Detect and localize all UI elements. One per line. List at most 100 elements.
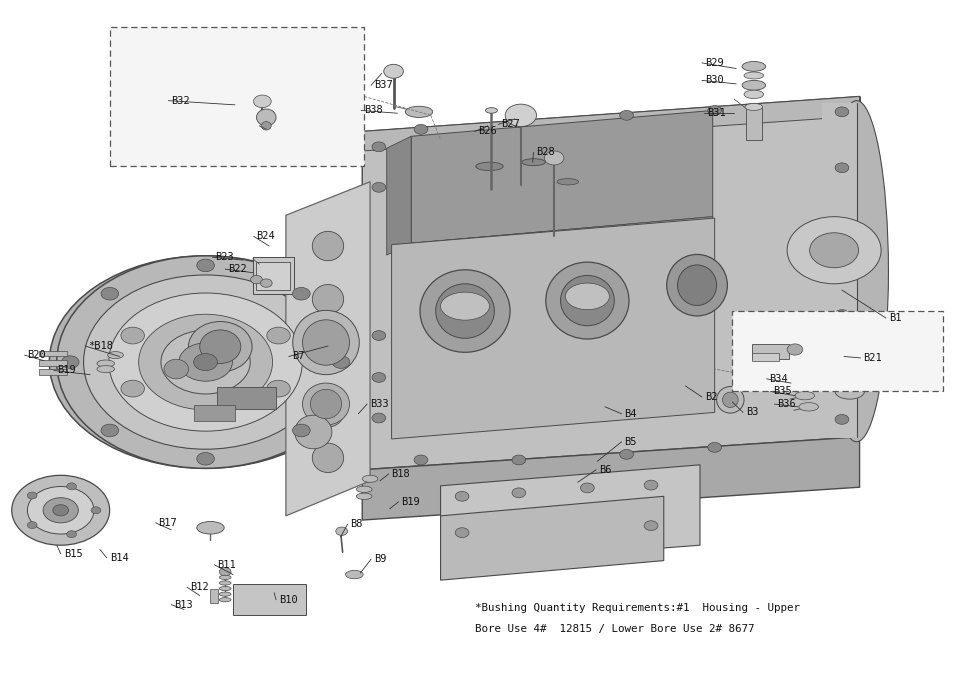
Circle shape bbox=[455, 491, 468, 501]
Text: B11: B11 bbox=[217, 560, 236, 570]
Circle shape bbox=[67, 483, 76, 490]
Circle shape bbox=[83, 275, 328, 449]
Circle shape bbox=[414, 124, 427, 134]
Bar bbox=[217, 387, 276, 409]
Text: B5: B5 bbox=[624, 437, 637, 447]
Text: B28: B28 bbox=[536, 147, 555, 157]
Ellipse shape bbox=[794, 391, 814, 400]
Ellipse shape bbox=[312, 342, 343, 371]
Ellipse shape bbox=[312, 443, 343, 473]
Circle shape bbox=[197, 259, 214, 272]
Text: B37: B37 bbox=[374, 80, 392, 90]
Text: *Bushing Quantity Requirements:#1  Housing - Upper: *Bushing Quantity Requirements:#1 Housin… bbox=[474, 603, 799, 612]
Circle shape bbox=[253, 95, 271, 108]
Bar bbox=[210, 589, 218, 603]
Circle shape bbox=[834, 163, 848, 173]
Ellipse shape bbox=[420, 270, 510, 352]
Polygon shape bbox=[362, 96, 859, 470]
Circle shape bbox=[53, 505, 68, 516]
Circle shape bbox=[786, 217, 880, 284]
Ellipse shape bbox=[521, 159, 545, 166]
Ellipse shape bbox=[197, 521, 224, 534]
Circle shape bbox=[219, 568, 231, 576]
Ellipse shape bbox=[744, 103, 762, 110]
Text: B29: B29 bbox=[704, 58, 723, 68]
Text: B31: B31 bbox=[706, 108, 725, 118]
Circle shape bbox=[139, 315, 272, 410]
Ellipse shape bbox=[108, 352, 123, 359]
Ellipse shape bbox=[475, 162, 503, 171]
Circle shape bbox=[707, 442, 721, 452]
Circle shape bbox=[292, 287, 310, 300]
Text: B6: B6 bbox=[599, 465, 611, 475]
Text: B2: B2 bbox=[704, 392, 717, 402]
Ellipse shape bbox=[485, 108, 497, 113]
Text: B22: B22 bbox=[228, 264, 246, 274]
Text: B26: B26 bbox=[477, 127, 496, 136]
Text: B27: B27 bbox=[501, 120, 519, 129]
Circle shape bbox=[372, 373, 385, 382]
FancyBboxPatch shape bbox=[110, 27, 364, 166]
Text: B4: B4 bbox=[624, 409, 637, 419]
Circle shape bbox=[12, 475, 110, 545]
Circle shape bbox=[455, 528, 468, 538]
Circle shape bbox=[834, 310, 848, 319]
Text: B32: B32 bbox=[171, 96, 190, 106]
Ellipse shape bbox=[743, 72, 763, 79]
Bar bbox=[751, 344, 788, 359]
Ellipse shape bbox=[345, 570, 363, 579]
Circle shape bbox=[250, 275, 262, 284]
Polygon shape bbox=[386, 136, 411, 255]
Bar bbox=[822, 103, 857, 438]
Text: B14: B14 bbox=[110, 553, 128, 563]
Circle shape bbox=[619, 110, 633, 120]
Bar bbox=[256, 262, 289, 290]
Text: B33: B33 bbox=[370, 399, 388, 409]
Ellipse shape bbox=[741, 62, 765, 71]
Bar bbox=[39, 369, 67, 375]
Circle shape bbox=[644, 521, 657, 531]
Circle shape bbox=[812, 334, 855, 365]
Text: Bore Use 4#  12815 / Lower Bore Use 2# 8677: Bore Use 4# 12815 / Lower Bore Use 2# 86… bbox=[474, 624, 753, 633]
Circle shape bbox=[511, 117, 525, 127]
Circle shape bbox=[27, 521, 37, 528]
Text: B1: B1 bbox=[888, 313, 901, 323]
Ellipse shape bbox=[312, 284, 343, 314]
Circle shape bbox=[101, 287, 118, 300]
Circle shape bbox=[505, 104, 536, 127]
Circle shape bbox=[260, 279, 272, 287]
Ellipse shape bbox=[219, 581, 231, 585]
Text: B18: B18 bbox=[391, 469, 410, 479]
Circle shape bbox=[43, 498, 78, 523]
Polygon shape bbox=[411, 110, 712, 243]
Ellipse shape bbox=[188, 322, 251, 372]
Ellipse shape bbox=[362, 475, 378, 482]
Circle shape bbox=[57, 256, 354, 468]
Text: B24: B24 bbox=[256, 231, 275, 241]
Circle shape bbox=[619, 449, 633, 459]
Circle shape bbox=[179, 343, 232, 381]
Circle shape bbox=[101, 424, 118, 437]
Ellipse shape bbox=[219, 586, 231, 591]
Bar bbox=[194, 405, 235, 421]
Text: B15: B15 bbox=[64, 549, 82, 559]
Bar bbox=[39, 360, 67, 366]
Circle shape bbox=[121, 327, 145, 344]
Ellipse shape bbox=[722, 392, 737, 408]
Ellipse shape bbox=[440, 292, 489, 320]
Polygon shape bbox=[411, 217, 712, 285]
Circle shape bbox=[544, 151, 563, 165]
Ellipse shape bbox=[261, 122, 271, 130]
Circle shape bbox=[834, 107, 848, 117]
Text: B19: B19 bbox=[401, 497, 420, 507]
Circle shape bbox=[511, 488, 525, 498]
Circle shape bbox=[62, 356, 79, 368]
Circle shape bbox=[644, 480, 657, 490]
Ellipse shape bbox=[292, 310, 359, 375]
Circle shape bbox=[194, 354, 217, 370]
Ellipse shape bbox=[256, 109, 276, 126]
Bar bbox=[751, 353, 778, 361]
Ellipse shape bbox=[312, 231, 343, 261]
Circle shape bbox=[834, 415, 848, 424]
Circle shape bbox=[67, 531, 76, 538]
